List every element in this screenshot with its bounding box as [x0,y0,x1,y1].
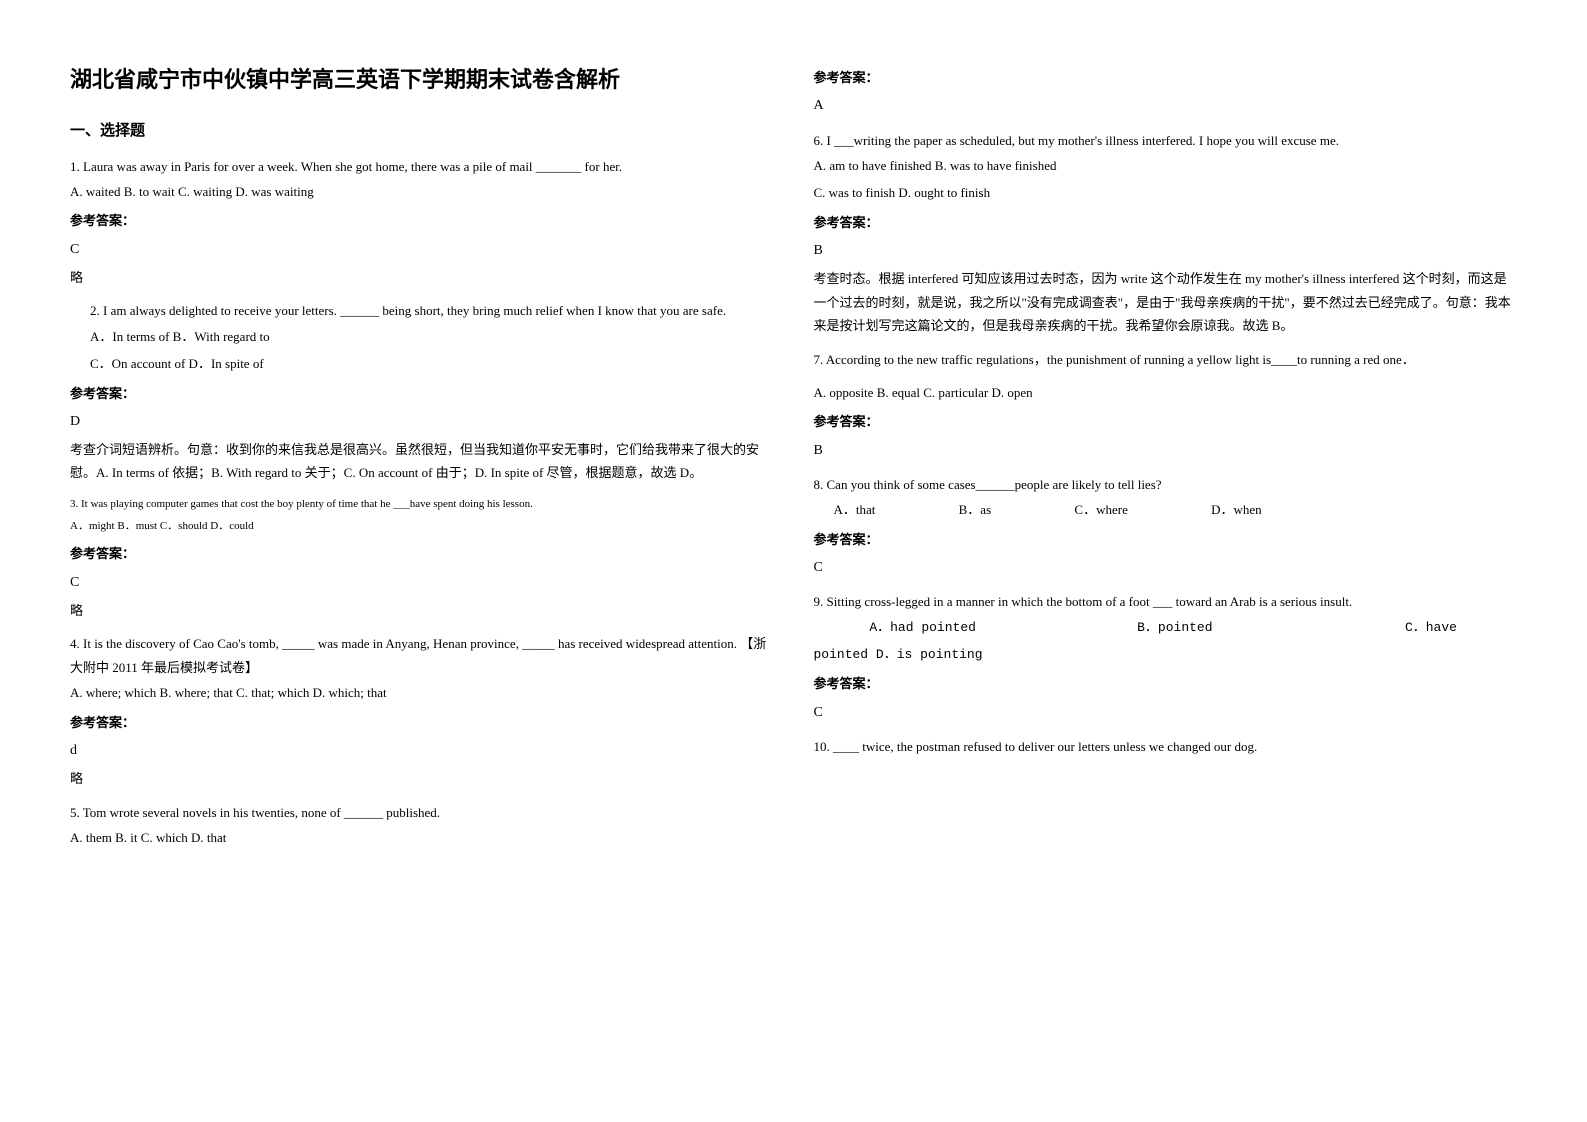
q9-opt-a: A．had pointed [869,616,1129,639]
q8-opt-d: D．when [1211,498,1262,521]
q1-slight: 略 [70,266,774,289]
q1-answer-label: 参考答案： [70,209,774,232]
right-column: 参考答案： A 6. I ___writing the paper as sch… [794,60,1538,1062]
q3-slight: 略 [70,599,774,622]
q3-answer: C [70,570,774,595]
q4-answer: d [70,738,774,763]
page-title: 湖北省咸宁市中伙镇中学高三英语下学期期末试卷含解析 [70,60,774,100]
q3-options: A．might B．must C．should D．could [70,517,774,537]
q5-options: A. them B. it C. which D. that [70,826,774,849]
q1-stem: 1. Laura was away in Paris for over a we… [70,155,774,178]
q2-opt-a: A．In terms of B．With regard to [70,325,774,348]
q4-options: A. where; which B. where; that C. that; … [70,681,774,704]
q9-options-line1: A．had pointed B．pointed C．have [814,616,1518,639]
q8-opt-b: B．as [959,498,992,521]
q4-answer-label: 参考答案： [70,711,774,734]
q2-explanation: 考查介词短语辨析。句意：收到你的来信我总是很高兴。虽然很短，但当我知道你平安无事… [70,438,774,485]
q2-opt-c: C．On account of D．In spite of [70,352,774,375]
q2-answer: D [70,409,774,434]
q4-slight: 略 [70,767,774,790]
q6-stem: 6. I ___writing the paper as scheduled, … [814,129,1518,152]
q7-stem: 7. According to the new traffic regulati… [814,348,1518,371]
q2-answer-label: 参考答案： [70,382,774,405]
q3-answer-label: 参考答案： [70,542,774,565]
q9-opt-c: C．have [1405,620,1457,635]
q8-options: A．that B．as C．where D．when [814,498,1518,521]
q6-answer: B [814,238,1518,263]
q5-stem: 5. Tom wrote several novels in his twent… [70,801,774,824]
q5-answer: A [814,93,1518,118]
q2-stem: 2. I am always delighted to receive your… [70,299,774,322]
q10-stem: 10. ____ twice, the postman refused to d… [814,735,1518,758]
q5-answer-label: 参考答案： [814,66,1518,89]
q9-opt-b: B．pointed [1137,616,1397,639]
q6-opt-c: C. was to finish D. ought to finish [814,181,1518,204]
q8-stem: 8. Can you think of some cases______peop… [814,473,1518,496]
q8-opt-a: A．that [834,498,876,521]
section-heading: 一、选择题 [70,118,774,145]
q7-answer: B [814,438,1518,463]
q9-stem: 9. Sitting cross-legged in a manner in w… [814,590,1518,613]
q4-stem: 4. It is the discovery of Cao Cao's tomb… [70,632,774,679]
q6-answer-label: 参考答案： [814,211,1518,234]
q9-answer: C [814,700,1518,725]
q7-options: A. opposite B. equal C. particular D. op… [814,381,1518,404]
q8-opt-c: C．where [1074,498,1127,521]
q8-answer-label: 参考答案： [814,528,1518,551]
q3-stem: 3. It was playing computer games that co… [70,495,774,515]
q9-answer-label: 参考答案： [814,672,1518,695]
q8-answer: C [814,555,1518,580]
q6-opt-a: A. am to have finished B. was to have fi… [814,154,1518,177]
q1-options: A. waited B. to wait C. waiting D. was w… [70,180,774,203]
q7-answer-label: 参考答案： [814,410,1518,433]
left-column: 湖北省咸宁市中伙镇中学高三英语下学期期末试卷含解析 一、选择题 1. Laura… [50,60,794,1062]
q1-answer: C [70,237,774,262]
q6-explanation: 考查时态。根据 interfered 可知应该用过去时态，因为 write 这个… [814,267,1518,337]
q9-options-line2: pointed D．is pointing [814,643,1518,666]
